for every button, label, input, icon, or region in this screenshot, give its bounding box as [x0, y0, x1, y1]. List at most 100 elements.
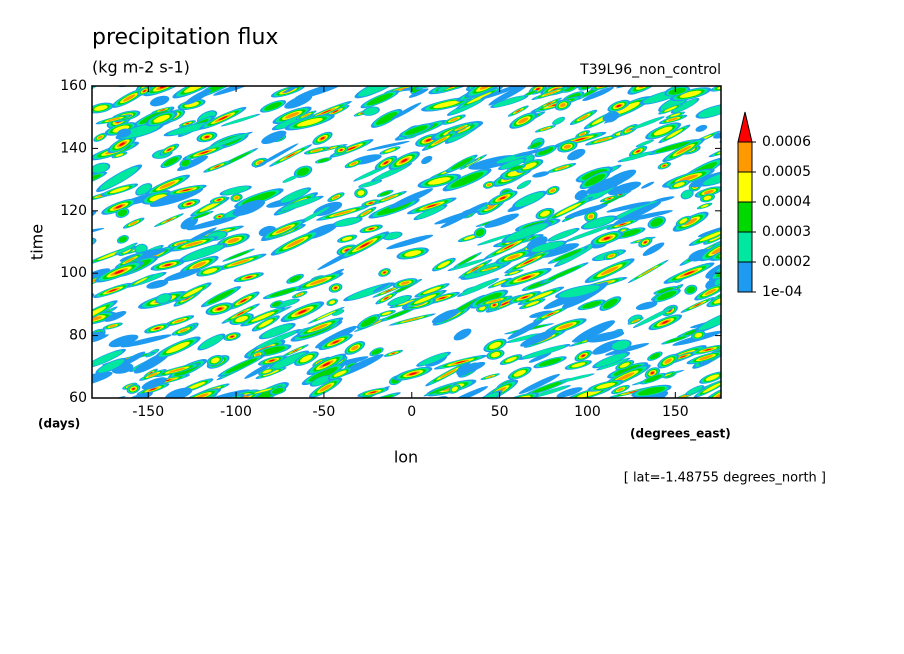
precip-cell	[521, 275, 532, 280]
precip-cell	[153, 114, 170, 123]
precip-cell	[68, 289, 87, 303]
precip-cell	[97, 135, 103, 139]
precip-cell	[319, 384, 332, 392]
precip-cell	[605, 343, 650, 356]
precip-cell	[386, 309, 411, 320]
precip-cell	[133, 277, 148, 285]
precip-cell	[582, 301, 602, 309]
precip-cell	[616, 372, 635, 382]
precip-cell	[455, 360, 466, 364]
precip-cell	[695, 124, 708, 132]
colorbar-label: 0.0005	[762, 164, 811, 180]
precip-cell	[232, 199, 266, 217]
precip-cell	[558, 285, 600, 298]
precip-cell	[154, 327, 160, 330]
precip-cell	[180, 216, 198, 230]
precip-cell	[122, 248, 132, 254]
precip-cell	[149, 194, 168, 202]
precip-cell	[546, 102, 552, 105]
precip-cell	[66, 287, 82, 295]
precip-cell	[288, 73, 304, 85]
precip-cell	[218, 115, 228, 121]
precip-cell	[115, 205, 123, 209]
precip-cell	[549, 229, 578, 241]
precip-cell	[108, 288, 117, 292]
precip-cell	[711, 144, 721, 157]
precip-cell	[350, 161, 357, 166]
x-tick-label: -150	[132, 404, 164, 420]
precip-cell	[174, 318, 185, 323]
precip-cell	[72, 292, 82, 299]
precip-cell	[433, 100, 460, 109]
precip-cell	[564, 203, 608, 219]
precip-cell	[431, 309, 460, 324]
precip-cell	[262, 369, 272, 374]
precip-cell	[470, 74, 485, 81]
precip-cell	[121, 351, 146, 366]
precip-cell	[65, 115, 82, 125]
precip-cell	[586, 331, 625, 343]
y-tick-label: 140	[60, 140, 87, 156]
precip-cell	[408, 88, 429, 98]
precip-cell	[135, 244, 147, 254]
precip-cell	[92, 350, 123, 367]
precip-cell	[640, 267, 656, 276]
y-tick-label: 120	[60, 203, 87, 219]
precip-cell	[550, 188, 556, 193]
precip-cell	[192, 261, 207, 269]
precip-cell	[699, 231, 721, 242]
precip-cell	[413, 294, 437, 304]
precip-cell	[628, 390, 639, 394]
precip-cell	[641, 181, 655, 189]
precip-cell	[518, 117, 529, 124]
precip-cell	[512, 395, 531, 398]
x-tick-label: 150	[662, 404, 689, 420]
precip-cell	[321, 109, 332, 114]
precip-cell	[333, 210, 353, 216]
precip-cell	[317, 158, 330, 163]
precip-cell	[129, 221, 138, 226]
precip-cell	[65, 314, 90, 324]
precip-cell	[381, 311, 392, 316]
x-axis-units: (degrees_east)	[630, 427, 731, 442]
precip-cell	[285, 112, 300, 119]
precip-cell	[499, 196, 506, 200]
precip-cell	[598, 358, 628, 370]
precip-cell	[668, 87, 686, 95]
precip-cell	[403, 317, 421, 322]
precip-cell	[440, 202, 488, 229]
precip-cell	[553, 72, 574, 83]
precip-cell	[698, 355, 713, 361]
precip-cell	[665, 336, 687, 343]
precip-cell	[632, 117, 662, 130]
precip-cell	[561, 374, 592, 382]
precip-cell	[296, 293, 303, 296]
precip-cell	[657, 290, 677, 301]
precip-cell	[479, 86, 497, 90]
chart-subtitle: (kg m-2 s-1)	[92, 58, 190, 77]
precip-cell	[302, 113, 310, 118]
precip-cell	[604, 404, 616, 410]
precip-cell	[450, 157, 473, 170]
precip-cell	[698, 309, 721, 331]
precip-cell	[563, 144, 571, 149]
precip-cell	[636, 308, 672, 327]
precip-cell	[704, 348, 712, 351]
precip-cell	[156, 294, 171, 304]
precip-cell	[363, 107, 379, 116]
precip-cell	[296, 167, 310, 176]
precip-cell	[540, 210, 550, 217]
precip-cell	[704, 288, 717, 296]
precip-cell	[235, 316, 248, 323]
precip-cell	[92, 268, 111, 291]
precip-cell	[289, 74, 302, 84]
precip-cell	[576, 389, 602, 398]
precip-cell	[109, 324, 117, 328]
precip-cell	[227, 250, 250, 260]
precip-cell	[538, 147, 554, 156]
precip-cell	[584, 173, 606, 187]
precip-cell	[453, 328, 472, 341]
precip-cell	[596, 137, 610, 142]
precip-cell	[114, 269, 125, 275]
precip-cell	[286, 72, 306, 87]
